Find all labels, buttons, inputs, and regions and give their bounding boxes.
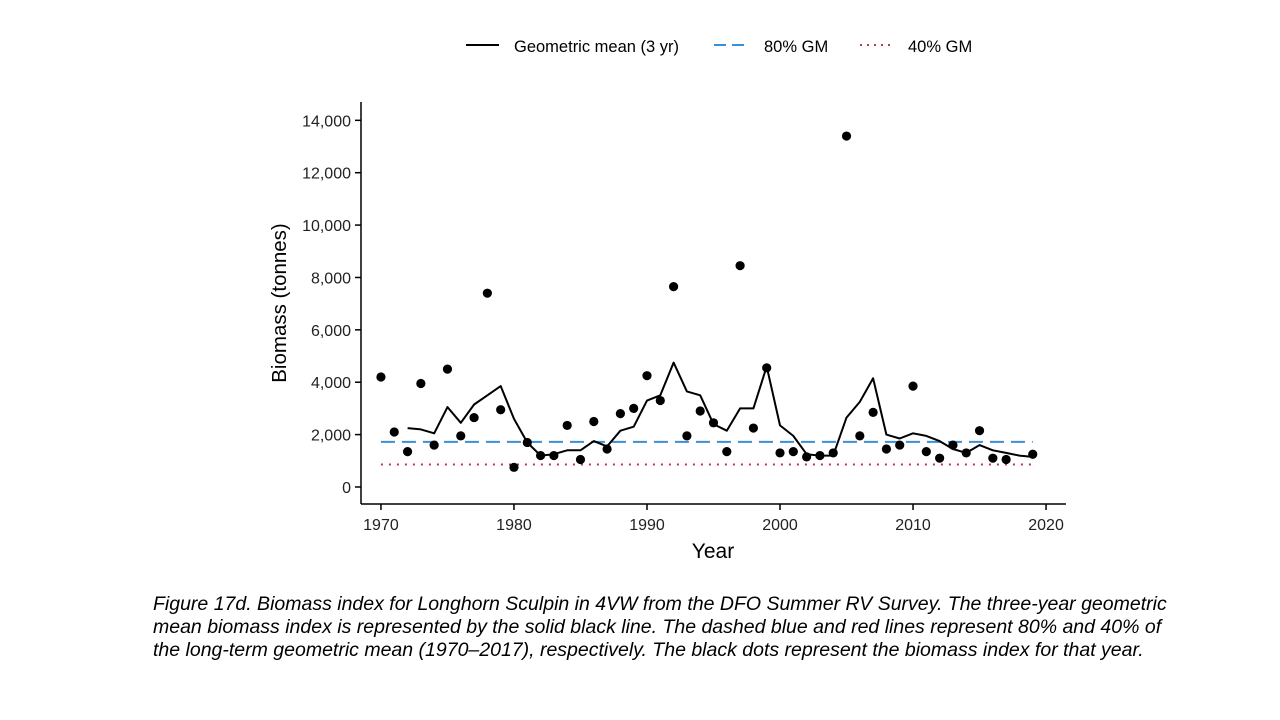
- y-axis-ticks: 0 2,000 4,000 6,000 8,000 10,000 12,000 14,000: [302, 113, 361, 497]
- biomass-point: [429, 440, 439, 450]
- biomass-point: [748, 423, 759, 433]
- biomass-point: [589, 416, 599, 427]
- biomass-point: [722, 447, 732, 457]
- x-axis-ticks: 1970 1980 1990 2000 2010 2020: [363, 504, 1064, 534]
- biomass-point: [855, 431, 865, 441]
- x-tick-label: 1980: [496, 517, 532, 534]
- biomass-point: [469, 412, 479, 423]
- biomass-point: [948, 440, 958, 450]
- biomass-point: [402, 447, 413, 457]
- biomass-point: [376, 372, 386, 382]
- biomass-point: [389, 427, 399, 437]
- biomass-point: [642, 371, 652, 381]
- figure-caption: Figure 17d. Biomass index for Longhorn S…: [153, 593, 1167, 661]
- biomass-point: [695, 406, 705, 416]
- y-tick-label: 12,000: [302, 166, 351, 183]
- biomass-point: [442, 364, 453, 374]
- biomass-point: [708, 418, 719, 428]
- biomass-point: [828, 448, 838, 458]
- biomass-point: [988, 453, 998, 463]
- biomass-point: [456, 431, 466, 441]
- biomass-point: [522, 437, 532, 448]
- x-tick-label: 2000: [762, 517, 798, 534]
- biomass-point: [509, 462, 519, 472]
- biomass-point: [562, 420, 572, 431]
- biomass-point: [615, 409, 625, 419]
- legend-label-80-gm: 80% GM: [764, 38, 828, 56]
- biomass-point: [868, 407, 878, 417]
- biomass-points: [376, 131, 1038, 472]
- legend: Geometric mean (3 yr) 80% GM 40% GM: [466, 38, 972, 56]
- biomass-point: [974, 426, 985, 436]
- biomass-point: [496, 405, 506, 415]
- x-tick-label: 2010: [895, 517, 931, 534]
- biomass-point: [416, 378, 426, 389]
- biomass-point: [549, 450, 559, 461]
- x-axis-label: Year: [692, 540, 734, 563]
- biomass-point: [802, 452, 812, 462]
- biomass-point: [815, 450, 825, 461]
- geometric-mean-line: [407, 361, 1033, 458]
- biomass-point: [482, 288, 492, 298]
- legend-label-40-gm: 40% GM: [908, 38, 972, 56]
- y-tick-label: 0: [342, 480, 351, 497]
- reference-lines: [380, 440, 1033, 466]
- biomass-point: [895, 440, 905, 450]
- biomass-point: [881, 444, 892, 454]
- y-tick-label: 4,000: [311, 375, 351, 392]
- y-axis-label: Biomass (tonnes): [268, 223, 291, 383]
- biomass-point: [935, 453, 945, 463]
- biomass-point: [908, 381, 918, 391]
- legend-label-geometric-mean: Geometric mean (3 yr): [514, 38, 679, 56]
- biomass-point: [1028, 449, 1038, 459]
- x-tick-label: 1990: [629, 517, 665, 534]
- plot-area: 02,0004,0006,0008,00010,00012,00014,000 …: [302, 102, 1066, 534]
- x-tick-label: 2020: [1028, 517, 1064, 534]
- biomass-point: [1001, 454, 1011, 465]
- biomass-point: [629, 403, 639, 414]
- biomass-point: [575, 454, 586, 465]
- biomass-point: [762, 363, 772, 373]
- biomass-point: [535, 450, 546, 461]
- biomass-point: [668, 282, 679, 292]
- biomass-point: [775, 448, 785, 458]
- biomass-point: [602, 444, 612, 454]
- biomass-point: [921, 447, 931, 457]
- geometric-mean-series: [407, 361, 1033, 458]
- y-tick-label: 6,000: [311, 323, 351, 340]
- y-tick-label: 8,000: [311, 270, 351, 287]
- biomass-point: [961, 448, 971, 458]
- chart-canvas: Geometric mean (3 yr) 80% GM 40% GM 0 2,0…: [268, 38, 1066, 563]
- x-tick-label: 1970: [363, 517, 399, 534]
- biomass-point: [735, 261, 745, 271]
- y-tick-label: 14,000: [302, 113, 351, 130]
- y-tick-label: 2,000: [311, 428, 351, 445]
- biomass-point: [682, 431, 692, 441]
- y-tick-label: 10,000: [302, 218, 351, 235]
- biomass-point: [655, 395, 665, 406]
- biomass-point: [841, 131, 852, 141]
- biomass-point: [788, 447, 798, 457]
